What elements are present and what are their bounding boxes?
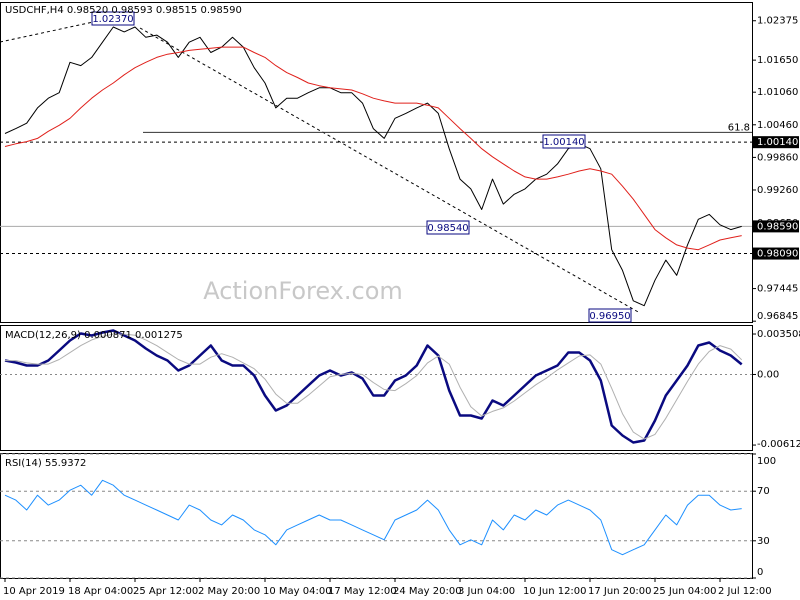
rsi-frame — [0, 453, 753, 579]
x-tick-label: 25 Jun 04:00 — [653, 586, 717, 597]
x-tick-label: 17 May 12:00 — [328, 586, 397, 597]
annotations: 1.02370 0.98540 1.00140 0.96950 — [91, 11, 632, 323]
y-tick-label: 0.99860 — [757, 152, 798, 163]
x-tick-label: 24 May 20:00 — [393, 586, 462, 597]
series-line — [4, 46, 742, 251]
annotation-box — [426, 220, 470, 235]
trend-line — [0, 17, 113, 43]
annotation: 1.02370 — [92, 14, 133, 25]
y-tick-label: 0.97445 — [757, 284, 798, 295]
y-tick-label: 0.99260 — [757, 185, 798, 196]
chart-title: USDCHF,H4 0.98520 0.98593 0.98515 0.9859… — [5, 5, 242, 16]
macd-frame — [0, 325, 753, 451]
series-line — [5, 333, 743, 440]
series-line — [4, 329, 743, 444]
macd-title: MACD(12,26,9) 0.000871 0.001275 — [5, 330, 183, 341]
annotation: 0.98540 — [427, 223, 468, 234]
x-tick-label: 25 Apr 12:00 — [133, 586, 198, 597]
y-tick-label: 30 — [757, 536, 770, 547]
series-line — [4, 26, 742, 307]
annotation: 1.00140 — [543, 137, 584, 148]
y-tick-label: 0.96845 — [757, 311, 798, 322]
rsi-title: RSI(14) 55.9372 — [5, 458, 86, 469]
x-tick-label: 18 Apr 04:00 — [68, 586, 133, 597]
y-tick-label: 100 — [757, 456, 776, 467]
y-tick-label: 1.02375 — [757, 16, 798, 27]
x-tick-label: 3 Jun 04:00 — [458, 586, 515, 597]
y-tick-label: 0.00 — [757, 369, 779, 380]
level-box — [753, 247, 799, 260]
annotation: 0.96950 — [589, 311, 630, 322]
x-tick-label: 17 Jun 20:00 — [588, 586, 652, 597]
price-frame — [0, 2, 753, 323]
level-box — [753, 220, 799, 233]
level-label: 0.98090 — [757, 249, 798, 260]
x-tick-label: 10 Apr 2019 — [3, 586, 65, 597]
x-tick-label: 10 May 04:00 — [263, 586, 332, 597]
annotation-box — [542, 134, 586, 149]
panel-frames — [0, 2, 753, 579]
x-tick-label: 2 Jul 12:00 — [718, 586, 772, 597]
y-tick-label: 0 — [757, 567, 763, 578]
y-tick-label: 70 — [757, 486, 770, 497]
annotation-box — [588, 308, 632, 323]
x-tick-label: 10 Jun 12:00 — [523, 586, 587, 597]
level-label: 1.00140 — [757, 137, 798, 148]
y-tick-label: 1.01650 — [757, 55, 798, 66]
y-tick-label: 1.00460 — [757, 120, 798, 131]
x-tick-label: 2 May 20:00 — [198, 586, 260, 597]
level-label: 0.98590 — [757, 221, 798, 232]
level-box — [753, 136, 799, 149]
annotation-box — [91, 11, 135, 26]
y-tick-label: 1.01060 — [757, 87, 798, 98]
watermark: ActionForex.com — [203, 277, 403, 305]
series-line — [4, 479, 742, 556]
fib-label: 61.8 — [728, 122, 750, 133]
y-tick-label: 0.003508 — [757, 329, 800, 340]
